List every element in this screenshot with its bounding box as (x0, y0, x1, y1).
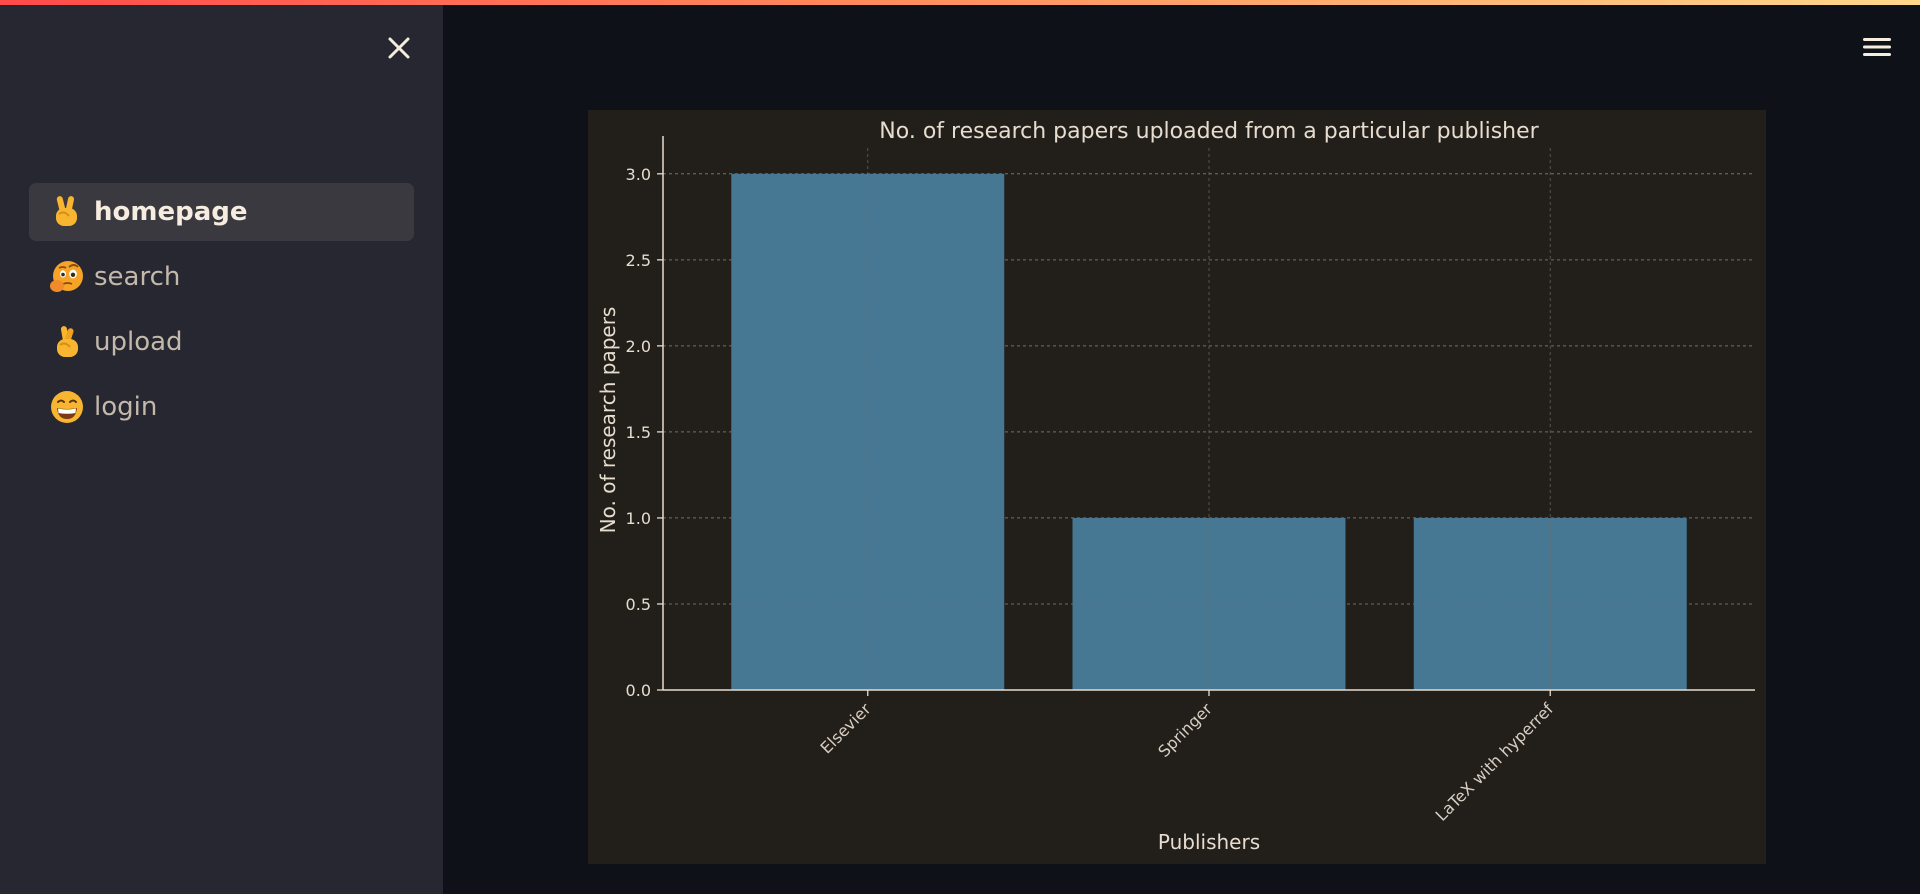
y-tick-label: 2.0 (626, 337, 651, 356)
x-tick-label: Elsevier (817, 699, 875, 757)
y-tick-label: 1.5 (626, 423, 651, 442)
y-tick-label: 0.0 (626, 681, 651, 700)
sidebar: homepage search (0, 0, 443, 894)
face-with-raised-eyebrow-icon (49, 259, 85, 295)
sidebar-item-label: login (94, 392, 158, 422)
x-axis-label: Publishers (1158, 830, 1260, 854)
chart-svg: No. of research papers uploaded from a p… (596, 119, 1755, 854)
publisher-bar-chart: No. of research papers uploaded from a p… (588, 110, 1766, 864)
close-icon (388, 37, 410, 59)
x-tick-label: LaTeX with hyperref (1432, 699, 1558, 825)
sidebar-item-search[interactable]: search (29, 248, 414, 306)
main-menu-button[interactable] (1862, 34, 1892, 60)
sidebar-nav: homepage search (29, 183, 414, 443)
sidebar-item-upload[interactable]: upload (29, 313, 414, 371)
y-tick-label: 2.5 (626, 251, 651, 270)
crossed-fingers-icon (49, 324, 85, 360)
hamburger-menu-icon (1863, 38, 1891, 56)
sidebar-item-homepage[interactable]: homepage (29, 183, 414, 241)
sidebar-item-label: homepage (94, 197, 248, 227)
chart-title: No. of research papers uploaded from a p… (879, 119, 1539, 144)
victory-hand-icon (49, 194, 85, 230)
close-sidebar-button[interactable] (383, 32, 415, 64)
sidebar-item-login[interactable]: login (29, 378, 414, 436)
y-axis-label: No. of research papers (596, 307, 620, 534)
grinning-face-icon (49, 389, 85, 425)
x-tick-label: Springer (1154, 699, 1216, 761)
y-tick-label: 0.5 (626, 595, 651, 614)
top-decoration-bar (0, 0, 1920, 5)
sidebar-item-label: search (94, 262, 181, 292)
y-tick-label: 3.0 (626, 165, 651, 184)
sidebar-item-label: upload (94, 327, 183, 357)
y-tick-label: 1.0 (626, 509, 651, 528)
